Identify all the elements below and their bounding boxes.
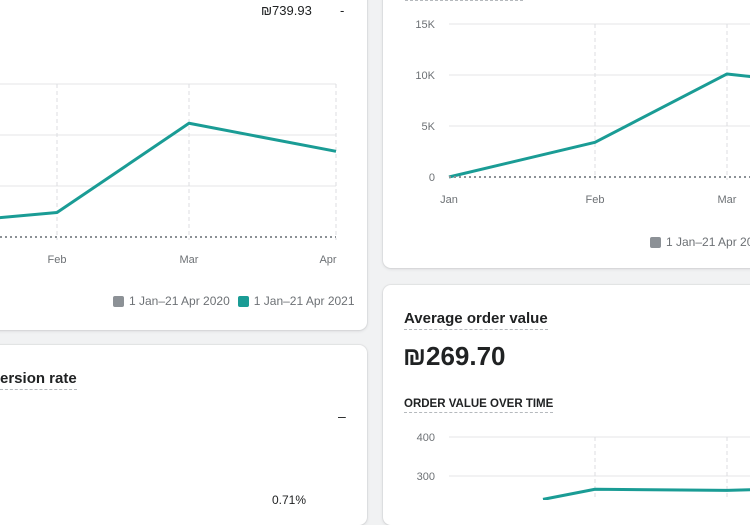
legend-label-2020: 1 Jan–21 Apr 20 xyxy=(666,235,750,249)
x-tick-label: Mar xyxy=(718,194,737,206)
order-value-over-time-chart: 400 300 xyxy=(417,432,750,500)
chart-gridlines xyxy=(449,23,750,180)
chart-y-tick-labels: 400 300 xyxy=(417,432,435,483)
series-line-2021 xyxy=(542,487,750,500)
y-tick-label: 0 xyxy=(429,172,435,184)
x-tick-label: Jan xyxy=(440,194,458,206)
y-tick-label: 400 xyxy=(417,432,435,444)
conversion-value-fragment: 0.71% xyxy=(272,493,307,507)
y-tick-label: 5K xyxy=(422,121,436,133)
chart-series-lines xyxy=(0,121,337,238)
sales-over-time-chart: Feb Mar Apr xyxy=(0,83,337,266)
chart-x-tick-labels: Jan Feb Mar xyxy=(440,194,737,206)
y-tick-label: 10K xyxy=(415,70,435,82)
legend-label-2020: 1 Jan–21 Apr 2020 xyxy=(129,294,230,308)
x-tick-label: Feb xyxy=(48,254,67,266)
conversion-rate-card xyxy=(0,345,367,525)
y-tick-label: 300 xyxy=(417,471,435,483)
average-order-value: ₪269.70 xyxy=(403,341,506,371)
x-tick-label: Feb xyxy=(586,194,605,206)
orders-card xyxy=(383,0,750,268)
total-sales-card xyxy=(0,0,367,330)
comparison-dash: - xyxy=(340,3,345,18)
chart-y-tick-labels: 15K 10K 5K 0 xyxy=(415,19,435,184)
x-tick-label: Mar xyxy=(180,254,199,266)
comparison-dash: – xyxy=(338,408,346,424)
orders-over-time-chart: 15K 10K 5K 0 Jan Feb Mar xyxy=(415,19,750,206)
sales-value-label: ₪739.93 xyxy=(261,3,312,18)
chart-x-tick-labels: Feb Mar Apr xyxy=(48,254,337,266)
chart-series-lines xyxy=(448,72,750,179)
chart-gridlines xyxy=(0,83,337,240)
card-title-underline xyxy=(405,0,523,1)
series-line-2021 xyxy=(448,72,750,179)
average-order-value-card xyxy=(383,285,750,525)
card-title[interactable]: ersion rate xyxy=(0,370,77,390)
card-title[interactable]: Average order value xyxy=(404,310,548,330)
series-line-2021 xyxy=(0,121,337,220)
chart-series-lines xyxy=(542,487,750,500)
chart-legend: 1 Jan–21 Apr 20 xyxy=(650,235,750,249)
legend-label-2021: 1 Jan–21 Apr 2021 xyxy=(253,294,355,308)
chart-subtitle[interactable]: ORDER VALUE OVER TIME xyxy=(404,398,554,413)
legend-swatch-icon xyxy=(113,295,124,307)
legend-swatch-icon xyxy=(237,295,249,307)
chart-legend: 1 Jan–21 Apr 2020 1 Jan–21 Apr 2021 xyxy=(113,294,355,308)
y-tick-label: 15K xyxy=(415,19,435,31)
legend-swatch-icon xyxy=(650,236,661,248)
x-tick-label: Apr xyxy=(319,254,336,266)
